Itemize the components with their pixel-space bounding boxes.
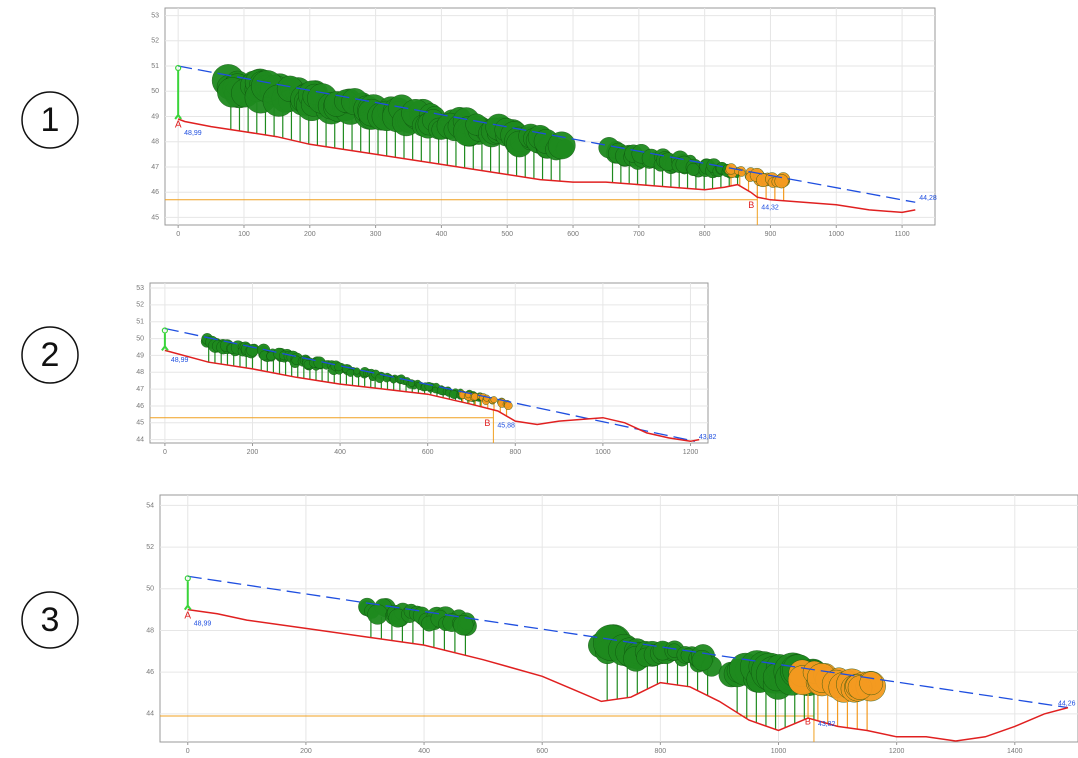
tree-canopy	[860, 672, 883, 695]
y-tick-label: 45	[136, 420, 144, 427]
observer-label: A	[184, 610, 191, 621]
observer-value: 48,99	[184, 130, 202, 137]
x-tick-label: 200	[247, 449, 259, 456]
y-tick-label: 49	[136, 352, 144, 359]
x-tick-label: 1400	[1007, 748, 1023, 755]
panel-number: 2	[41, 336, 60, 374]
y-tick-label: 50	[151, 88, 159, 95]
observer-value: 48,99	[171, 357, 189, 364]
panel-number: 3	[41, 601, 60, 639]
x-tick-label: 1000	[595, 449, 611, 456]
x-tick-label: 200	[304, 231, 316, 238]
x-tick-label: 400	[418, 748, 430, 755]
profile-chart: 2 44 45 46 47 48 49 50 51 52 53 0 200 400 600 800 1000 12…	[22, 283, 716, 456]
y-tick-label: 51	[151, 63, 159, 70]
y-tick-label: 48	[151, 139, 159, 146]
y-tick-label: 53	[151, 12, 159, 19]
y-tick-label: 50	[136, 335, 144, 342]
y-tick-label: 44	[136, 436, 144, 443]
y-tick-label: 46	[136, 403, 144, 410]
x-tick-label: 0	[176, 231, 180, 238]
x-tick-label: 200	[300, 748, 312, 755]
tree-canopy	[548, 132, 575, 159]
y-tick-label: 50	[146, 586, 154, 593]
y-tick-label: 48	[146, 627, 154, 634]
y-tick-label: 47	[136, 386, 144, 393]
x-tick-label: 500	[501, 231, 513, 238]
x-tick-label: 600	[536, 748, 548, 755]
y-tick-label: 46	[146, 669, 154, 676]
x-tick-label: 1200	[889, 748, 905, 755]
observer-value: 48,99	[194, 620, 212, 627]
y-tick-label: 52	[136, 302, 144, 309]
target-label: B	[484, 418, 490, 428]
observer-label: A	[175, 120, 182, 131]
x-tick-label: 1200	[683, 449, 699, 456]
x-tick-label: 300	[370, 231, 382, 238]
tree-canopy	[347, 369, 355, 377]
x-tick-label: 800	[699, 231, 711, 238]
tree-canopy	[504, 402, 512, 410]
tree-canopy	[368, 604, 388, 624]
x-tick-label: 1000	[828, 231, 844, 238]
tree-canopy	[687, 163, 700, 176]
x-tick-label: 100	[238, 231, 250, 238]
y-tick-label: 46	[151, 189, 159, 196]
y-tick-label: 51	[136, 319, 144, 326]
y-tick-label: 53	[136, 285, 144, 292]
x-tick-label: 400	[334, 449, 346, 456]
x-tick-label: 600	[422, 449, 434, 456]
target-label: B	[805, 716, 811, 726]
end-value: 44,26	[1058, 700, 1076, 707]
x-tick-label: 400	[436, 231, 448, 238]
x-tick-label: 600	[567, 231, 579, 238]
y-tick-label: 47	[151, 164, 159, 171]
x-tick-label: 1100	[895, 231, 910, 238]
x-tick-label: 0	[163, 449, 167, 456]
y-tick-label: 48	[136, 369, 144, 376]
x-tick-label: 0	[186, 748, 190, 755]
y-tick-label: 49	[151, 113, 159, 120]
x-tick-label: 1000	[771, 748, 787, 755]
target-value: 45,88	[497, 423, 515, 430]
y-tick-label: 52	[146, 544, 154, 551]
y-tick-label: 45	[151, 214, 159, 221]
x-tick-label: 900	[765, 231, 777, 238]
y-tick-label: 52	[151, 38, 159, 45]
target-label: B	[748, 200, 754, 210]
y-tick-label: 44	[146, 711, 154, 718]
profile-chart: 1 45 46 47 48 49 50 51 52 53 0 100 200 300 400 500 600 70…	[22, 8, 937, 238]
x-tick-label: 800	[655, 748, 667, 755]
plot-frame	[160, 495, 1078, 742]
x-tick-label: 700	[633, 231, 645, 238]
target-value: 43,82	[818, 721, 836, 728]
end-value: 44,28	[919, 195, 937, 202]
target-value: 44,32	[761, 205, 779, 212]
x-tick-label: 800	[509, 449, 521, 456]
panel-number: 1	[41, 101, 60, 139]
end-value: 43,82	[699, 434, 717, 441]
y-tick-label: 54	[146, 502, 154, 509]
page: 1454647484950515253010020030040050060070…	[0, 0, 1078, 758]
tree-canopy	[491, 396, 497, 402]
